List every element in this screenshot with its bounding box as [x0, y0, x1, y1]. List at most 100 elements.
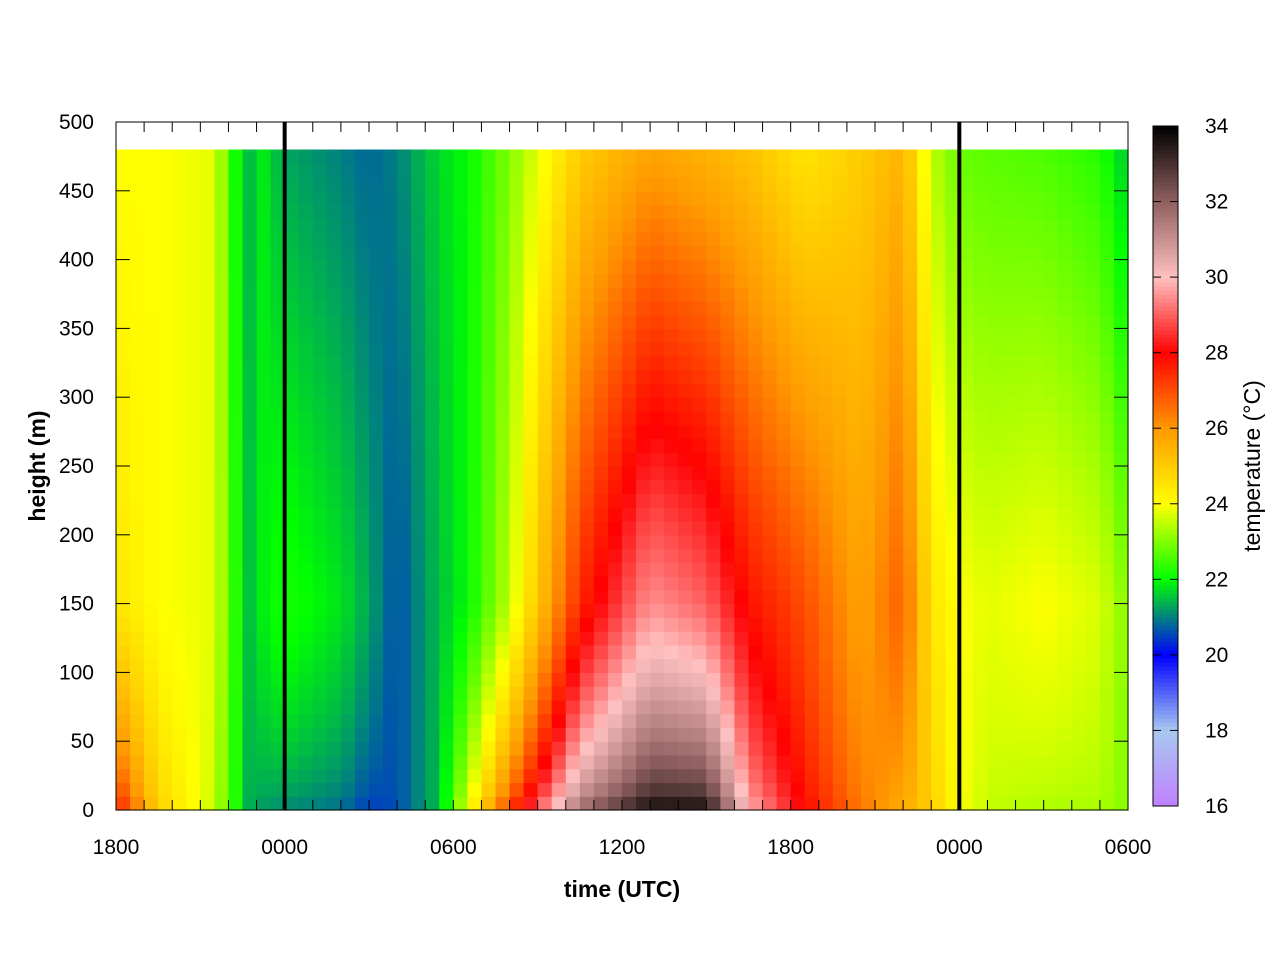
heatmap-cell [186, 534, 201, 550]
heatmap-cell [636, 452, 651, 467]
heatmap-cell [593, 149, 609, 164]
heatmap-cell [397, 355, 412, 371]
heatmap-cell [1071, 699, 1087, 715]
heatmap-cell [917, 589, 932, 605]
heatmap-cell [706, 796, 721, 811]
heatmap-cell [158, 796, 173, 811]
heatmap-cell [875, 287, 890, 302]
colorbar-segment [1153, 266, 1178, 271]
heatmap-cell [369, 672, 384, 687]
heatmap-cell [383, 438, 398, 453]
heatmap-cell [411, 355, 426, 371]
heatmap-cell [186, 631, 201, 646]
heatmap-cell [340, 232, 356, 247]
heatmap-cell [565, 796, 581, 811]
heatmap-cell [1085, 603, 1101, 618]
heatmap-cell [256, 190, 272, 206]
heatmap-cell [1113, 369, 1129, 385]
heatmap-cell [860, 658, 876, 673]
colorbar-segment [1153, 278, 1178, 283]
heatmap-cell [607, 232, 623, 247]
heatmap-cell [959, 672, 974, 687]
heatmap-cell [340, 452, 356, 467]
heatmap-cell [523, 589, 539, 605]
heatmap-cell [917, 631, 932, 646]
heatmap-cell [678, 369, 693, 385]
heatmap-cell [762, 355, 778, 371]
heatmap-cell [678, 617, 693, 632]
heatmap-cell [354, 686, 370, 701]
heatmap-cell [1099, 369, 1115, 385]
heatmap-cell [537, 452, 553, 467]
heatmap-cell [832, 452, 848, 467]
heatmap-cell [622, 576, 637, 591]
heatmap-cell [228, 562, 244, 577]
heatmap-cell [959, 438, 974, 453]
heatmap-cell [495, 603, 511, 618]
heatmap-cell [734, 342, 750, 357]
heatmap-cell [326, 410, 342, 426]
heatmap-cell [397, 204, 412, 219]
heatmap-cell [200, 287, 215, 302]
heatmap-cell [846, 658, 862, 673]
heatmap-cell [636, 727, 651, 742]
heatmap-cell [1085, 177, 1101, 192]
heatmap-cell [481, 218, 497, 233]
colorbar-segment [1153, 634, 1178, 639]
heatmap-cell [875, 383, 890, 398]
heatmap-cell [776, 397, 792, 412]
heatmap-cell [720, 631, 736, 646]
heatmap-cell [1001, 521, 1017, 536]
heatmap-cell [481, 314, 497, 329]
heatmap-cell [144, 548, 159, 563]
heatmap-cell [467, 300, 483, 316]
heatmap-cell [650, 562, 665, 577]
heatmap-cell [425, 328, 440, 343]
heatmap-cell [818, 796, 834, 811]
y-tick-label: 500 [59, 111, 94, 134]
heatmap-cell [720, 245, 736, 261]
heatmap-cell [1071, 355, 1087, 371]
heatmap-cell [411, 300, 426, 316]
heatmap-cell [903, 342, 918, 357]
heatmap-cell [678, 314, 693, 329]
heatmap-cell [1085, 328, 1101, 343]
heatmap-cell [579, 410, 595, 426]
heatmap-cell [200, 548, 215, 563]
heatmap-cell [256, 686, 272, 701]
heatmap-cell [776, 218, 792, 233]
heatmap-cell [425, 342, 440, 357]
heatmap-cell [762, 672, 778, 687]
heatmap-cell [411, 177, 426, 192]
heatmap-cell [959, 796, 974, 811]
heatmap-cell [692, 190, 707, 206]
heatmap-cell [860, 383, 876, 398]
heatmap-cell [762, 190, 778, 206]
heatmap-cell [298, 314, 314, 329]
heatmap-cell [340, 273, 356, 288]
heatmap-cell [1099, 149, 1115, 164]
heatmap-cell [706, 438, 721, 453]
heatmap-cell [1015, 507, 1031, 522]
heatmap-cell [186, 369, 201, 385]
colorbar-segment [1153, 702, 1178, 707]
heatmap-cell [312, 328, 328, 343]
heatmap-cell [678, 204, 693, 219]
heatmap-cell [804, 548, 820, 563]
heatmap-cell [383, 369, 398, 385]
heatmap-cell [467, 314, 483, 329]
heatmap-cell [678, 548, 693, 563]
heatmap-cell [214, 287, 230, 302]
heatmap-cell [326, 768, 342, 784]
heatmap-cell [158, 617, 173, 632]
heatmap-cell [326, 190, 342, 206]
heatmap-cell [678, 149, 693, 164]
heatmap-cell [579, 644, 595, 660]
heatmap-cell [144, 245, 159, 261]
heatmap-cell [1057, 672, 1073, 687]
heatmap-cell [565, 589, 581, 605]
heatmap-cell [734, 190, 750, 206]
heatmap-cell [622, 548, 637, 563]
colorbar-tick-label: 34 [1205, 115, 1229, 138]
heatmap-cell [804, 383, 820, 398]
